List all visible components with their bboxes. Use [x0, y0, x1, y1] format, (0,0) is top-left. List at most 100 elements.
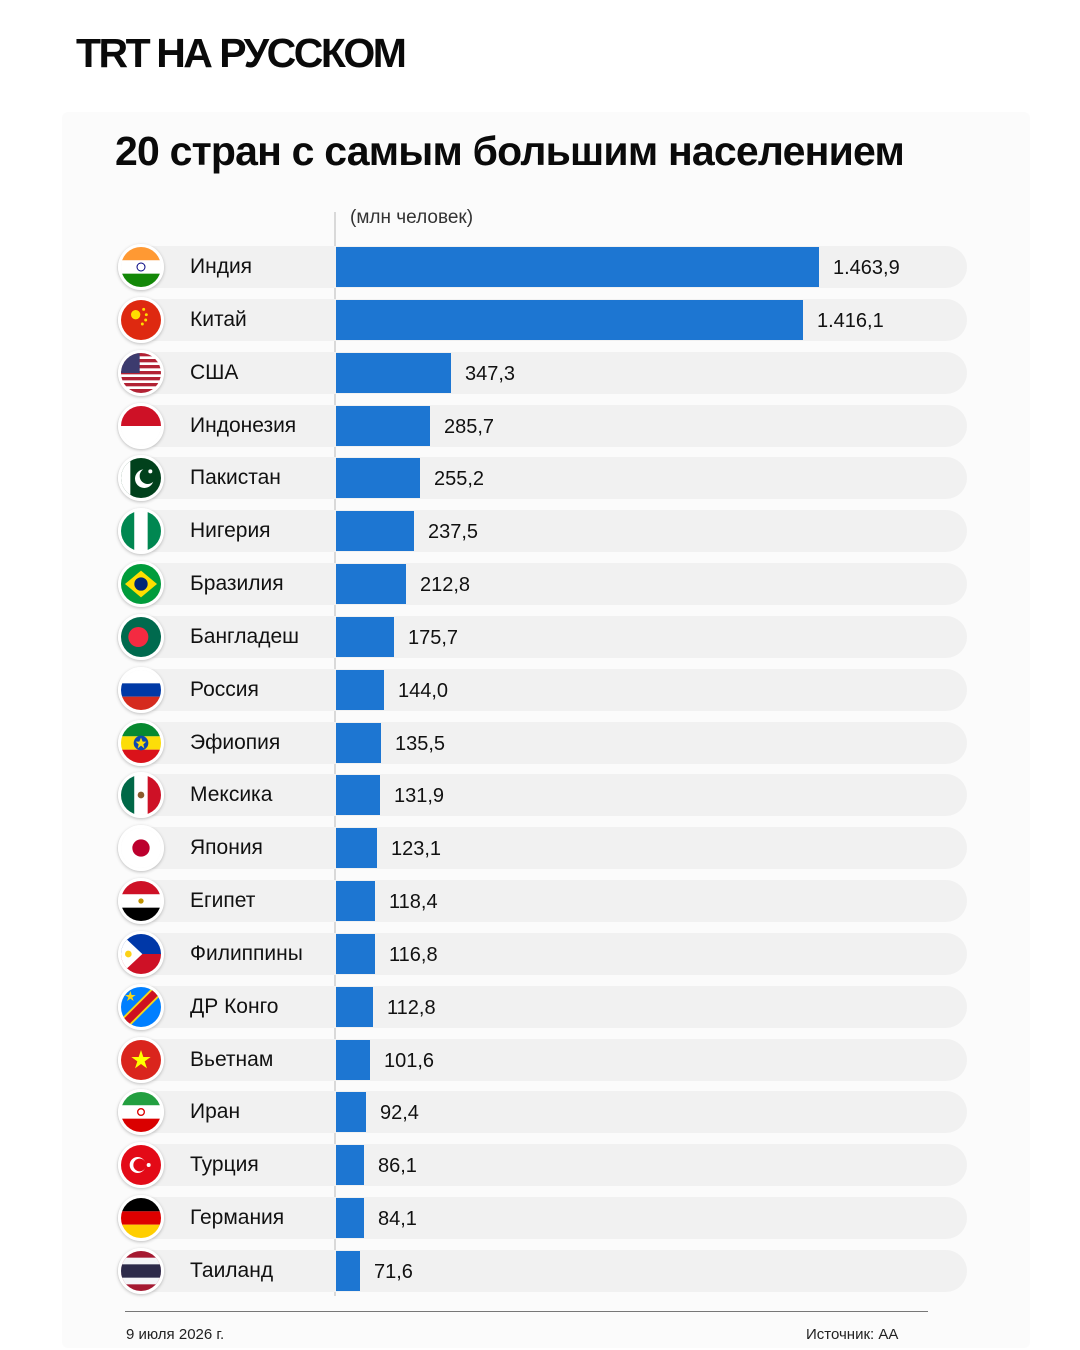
mexico-flag-icon	[118, 772, 164, 819]
bar	[336, 1092, 366, 1133]
iran-flag-icon	[118, 1089, 164, 1136]
pakistan-flag-icon	[118, 455, 164, 502]
bar	[336, 616, 394, 657]
bar	[336, 775, 380, 816]
bar	[336, 352, 451, 393]
country-label: Китай	[190, 307, 247, 331]
bar	[336, 405, 430, 446]
country-label: Филиппины	[190, 941, 303, 965]
value-label: 285,7	[444, 415, 495, 438]
value-label: 101,6	[384, 1049, 435, 1072]
value-label: 92,4	[380, 1102, 419, 1125]
row-background	[117, 721, 967, 764]
value-label: 347,3	[465, 362, 516, 385]
value-label: 255,2	[434, 468, 485, 491]
bar	[336, 1145, 364, 1186]
footer-date: 9 июля 2026 г.	[126, 1326, 225, 1343]
turkey-flag-icon	[118, 1142, 164, 1189]
row-background	[117, 774, 967, 817]
value-label: 175,7	[408, 626, 459, 649]
row-background	[117, 985, 967, 1028]
brand-logo-part1: TRT	[76, 30, 151, 76]
value-label: 135,5	[395, 732, 446, 755]
row-background	[117, 1197, 967, 1240]
row-background	[117, 510, 967, 553]
bar	[336, 564, 406, 605]
row-background	[117, 1250, 967, 1292]
bar	[336, 722, 381, 763]
bar	[336, 458, 420, 499]
value-label: 237,5	[428, 521, 479, 544]
bar	[336, 828, 377, 869]
india-flag-icon	[118, 244, 164, 290]
row-background	[117, 932, 967, 975]
japan-flag-icon	[118, 825, 164, 872]
bar	[336, 933, 375, 974]
country-label: Мексика	[190, 783, 273, 807]
value-label: 118,4	[389, 891, 438, 914]
row-background	[117, 668, 967, 711]
bar	[336, 1251, 360, 1291]
dr-congo-flag-icon	[118, 983, 164, 1030]
chart-title: 20 стран с самым большим населением	[115, 128, 905, 174]
country-label: Бразилия	[190, 572, 284, 596]
country-label: Египет	[190, 889, 256, 913]
bar	[336, 986, 373, 1027]
value-label: 123,1	[391, 838, 442, 861]
country-label: Турция	[190, 1153, 259, 1177]
country-label: Эфиопия	[190, 730, 281, 754]
thailand-flag-icon	[118, 1248, 164, 1294]
country-label: Япония	[190, 836, 263, 860]
country-label: США	[190, 360, 239, 384]
value-label: 84,1	[378, 1208, 417, 1231]
footer-source: Источник: AA	[806, 1326, 899, 1343]
country-label: Германия	[190, 1206, 285, 1230]
bar	[336, 1039, 370, 1080]
bar	[336, 247, 819, 287]
country-label: ДР Конго	[190, 994, 279, 1018]
row-background	[117, 880, 967, 923]
country-label: Вьетнам	[190, 1047, 274, 1071]
country-label: Индия	[190, 255, 253, 278]
value-label: 1.463,9	[833, 257, 900, 279]
bangladesh-flag-icon	[118, 613, 164, 660]
brazil-flag-icon	[118, 561, 164, 608]
indonesia-flag-icon	[118, 402, 164, 449]
row-background	[117, 827, 967, 870]
brand-logo-part2: НА РУССКОМ	[156, 30, 407, 76]
bar	[336, 1198, 364, 1239]
country-label: Таиланд	[190, 1259, 274, 1282]
row-background	[117, 351, 967, 394]
country-label: Индонезия	[190, 413, 297, 437]
egypt-flag-icon	[118, 878, 164, 925]
country-label: Бангладеш	[190, 624, 299, 648]
bar	[336, 881, 375, 922]
row-background	[117, 563, 967, 606]
country-label: Россия	[190, 677, 259, 701]
value-label: 86,1	[378, 1155, 417, 1178]
country-label: Нигерия	[190, 519, 271, 543]
value-label: 1.416,1	[817, 309, 884, 332]
unit-label: (млн человек)	[350, 207, 474, 228]
footer-rule	[125, 1311, 928, 1312]
usa-flag-icon	[118, 349, 164, 396]
bar	[336, 669, 384, 710]
value-label: 131,9	[394, 785, 445, 808]
row-background	[117, 404, 967, 447]
row-background	[117, 1038, 967, 1081]
country-label: Иран	[190, 1100, 241, 1124]
bar	[336, 299, 803, 340]
value-label: 116,8	[389, 943, 438, 966]
ethiopia-flag-icon	[118, 719, 164, 766]
china-flag-icon	[118, 296, 164, 343]
row-background	[117, 457, 967, 500]
row-background	[117, 1091, 967, 1134]
russia-flag-icon	[118, 666, 164, 713]
brand-logo: TRT НА РУССКОМ	[76, 30, 407, 77]
philippines-flag-icon	[118, 930, 164, 977]
nigeria-flag-icon	[118, 508, 164, 555]
value-label: 212,8	[420, 574, 471, 597]
value-label: 112,8	[387, 996, 436, 1019]
value-label: 71,6	[374, 1261, 413, 1283]
